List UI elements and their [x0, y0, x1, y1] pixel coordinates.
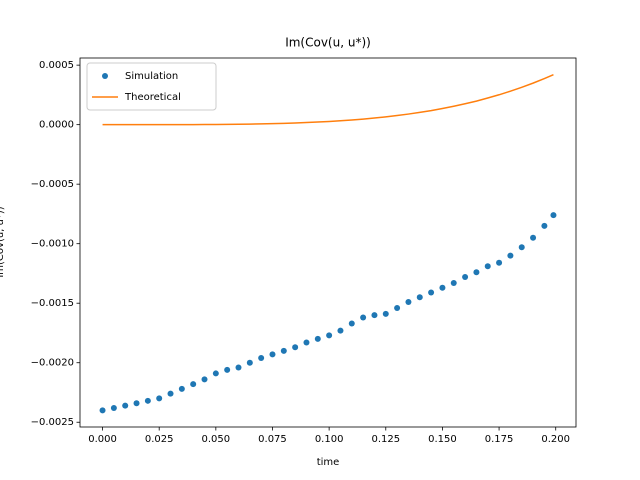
data-point	[292, 344, 299, 351]
data-point	[550, 212, 557, 219]
data-point	[224, 366, 231, 373]
x-tick-label: 0.050	[202, 434, 231, 445]
y-tick-label: −0.0010	[31, 239, 74, 250]
data-point	[110, 404, 117, 411]
data-point	[337, 327, 344, 334]
data-point	[269, 351, 276, 358]
data-line	[102, 73, 554, 126]
data-point	[462, 274, 469, 281]
data-point	[314, 335, 321, 342]
data-point	[212, 370, 219, 377]
data-point	[473, 269, 480, 276]
x-tick-label: 0.175	[485, 434, 514, 445]
data-point	[530, 234, 537, 241]
y-tick-label: −0.0015	[31, 298, 74, 309]
data-point	[348, 320, 355, 327]
data-point	[450, 279, 457, 286]
y-tick-label: −0.0005	[31, 179, 74, 190]
legend-marker	[102, 73, 108, 79]
data-point	[133, 400, 140, 407]
x-tick-label: 0.025	[145, 434, 174, 445]
data-point	[303, 339, 310, 346]
y-tick-label: −0.0020	[31, 358, 74, 369]
axes-frame	[79, 57, 577, 428]
x-tick-label: 0.075	[258, 434, 287, 445]
data-point	[484, 263, 491, 270]
data-point	[122, 402, 129, 409]
data-point	[280, 347, 287, 354]
data-point	[360, 314, 367, 321]
x-tick-label: 0.000	[88, 434, 117, 445]
data-point	[371, 312, 378, 319]
x-tick-label: 0.150	[428, 434, 457, 445]
y-tick-label: 0.0005	[39, 60, 74, 71]
data-point	[246, 359, 253, 366]
legend-label: Simulation	[125, 71, 178, 82]
data-point	[428, 289, 435, 296]
data-point	[235, 364, 242, 371]
data-point	[541, 222, 548, 229]
data-point	[156, 395, 163, 402]
chart-title: Im(Cov(u, u*))	[285, 36, 371, 50]
data-point	[201, 376, 208, 383]
data-point	[178, 385, 185, 392]
y-axis-label: Im(Cov(u, u*))	[0, 206, 6, 277]
data-point	[405, 299, 412, 306]
data-point	[167, 390, 174, 397]
data-point	[439, 284, 446, 291]
data-point	[382, 310, 389, 317]
x-axis-label: time	[317, 457, 340, 468]
data-point	[496, 259, 503, 266]
data-point	[416, 294, 423, 301]
data-point	[518, 244, 525, 251]
x-tick-label: 0.200	[541, 434, 570, 445]
x-tick-label: 0.125	[371, 434, 400, 445]
y-tick-label: 0.0000	[39, 120, 74, 131]
data-point	[394, 304, 401, 311]
data-point	[507, 252, 514, 259]
data-point	[326, 332, 333, 339]
legend-box	[86, 62, 217, 111]
x-tick-label: 0.100	[315, 434, 344, 445]
data-point	[144, 397, 151, 404]
data-point	[99, 407, 106, 414]
data-point	[258, 354, 265, 361]
data-point	[190, 381, 197, 388]
y-tick-label: −0.0025	[31, 417, 74, 428]
legend-label: Theoretical	[124, 92, 181, 103]
